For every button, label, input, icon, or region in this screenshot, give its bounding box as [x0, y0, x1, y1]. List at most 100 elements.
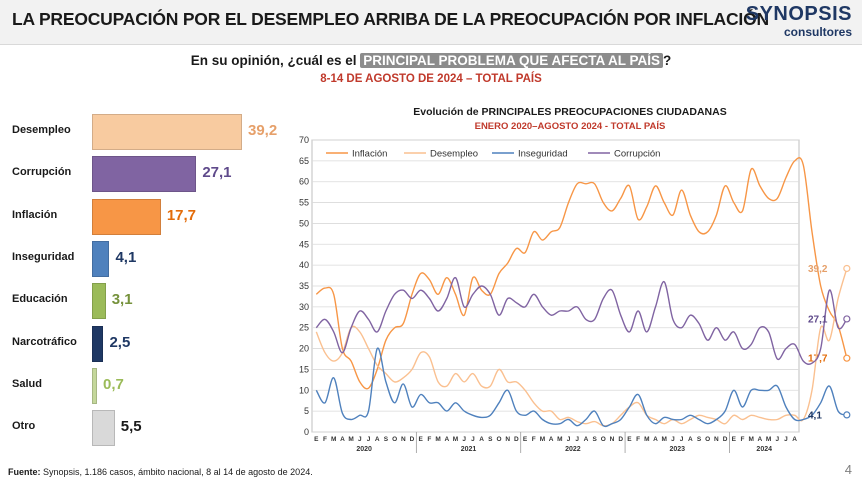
y-tick-label: 5: [304, 406, 309, 416]
bar-category-label: Corrupción: [12, 166, 72, 179]
x-month-label: D: [618, 436, 623, 443]
bar-row: Corrupción 27,1: [12, 154, 294, 193]
y-tick-label: 55: [299, 198, 309, 208]
series-line: [315, 347, 848, 428]
bar-row: Narcotráfico 2,5: [12, 324, 294, 362]
x-month-label: A: [792, 436, 797, 443]
x-year-label: 2023: [669, 446, 685, 453]
series-end-marker: [843, 354, 851, 362]
x-month-label: E: [732, 436, 737, 443]
bar-category-label: Educación: [12, 293, 68, 306]
y-tick-label: 50: [299, 218, 309, 228]
x-month-label: M: [331, 436, 336, 443]
bar-value-label: 17,7: [166, 206, 197, 224]
question-suffix: ?: [663, 53, 672, 68]
x-year-label: 2021: [461, 446, 477, 453]
x-month-label: M: [453, 436, 458, 443]
x-month-label: J: [575, 436, 579, 443]
x-month-label: E: [523, 436, 528, 443]
x-month-label: A: [479, 436, 484, 443]
source-text: Synopsis, 1.186 casos, ámbito nacional, …: [43, 467, 313, 477]
series-end-label: 39,2: [808, 264, 828, 275]
bar: [92, 156, 197, 193]
x-month-label: A: [549, 436, 554, 443]
x-month-label: J: [671, 436, 675, 443]
x-month-label: F: [636, 436, 640, 443]
x-month-label: M: [540, 436, 545, 443]
synopsis-logo: SYNOPSIS consultores: [746, 3, 852, 41]
bar: [92, 410, 115, 447]
bar-row: Educación 3,1: [12, 281, 294, 320]
x-month-label: O: [392, 436, 397, 443]
series-end-marker: [843, 315, 851, 323]
logo-wordmark: SYNOPSIS: [745, 3, 852, 25]
survey-question: En su opinión, ¿cuál es el PRINCIPAL PRO…: [0, 53, 862, 68]
y-tick-label: 15: [299, 364, 309, 374]
x-month-label: A: [758, 436, 763, 443]
x-month-label: N: [505, 436, 510, 443]
x-month-label: D: [723, 436, 728, 443]
bar-value-label: 5,5: [120, 418, 142, 436]
x-month-label: N: [714, 436, 719, 443]
y-tick-label: 70: [299, 135, 309, 145]
y-tick-label: 0: [304, 427, 309, 437]
x-month-label: E: [314, 436, 319, 443]
bar: [92, 283, 106, 320]
x-month-label: M: [557, 436, 562, 443]
x-month-label: D: [410, 436, 415, 443]
bar: [92, 367, 97, 404]
x-month-label: J: [367, 436, 371, 443]
legend-label: Inseguridad: [518, 149, 568, 160]
source-footer: Fuente: Synopsis, 1.186 casos, ámbito na…: [8, 467, 313, 477]
x-month-label: M: [348, 436, 353, 443]
x-month-label: O: [496, 436, 501, 443]
y-tick-label: 65: [299, 156, 309, 166]
x-year-label: 2020: [356, 446, 372, 453]
bar: [92, 198, 161, 235]
series-line: [315, 157, 848, 390]
y-tick-label: 60: [299, 177, 309, 187]
x-month-label: N: [610, 436, 615, 443]
bar-value-label: 4,1: [115, 248, 137, 266]
x-month-label: J: [775, 436, 779, 443]
y-tick-label: 35: [299, 281, 309, 291]
bar: [92, 114, 242, 150]
x-month-label: A: [688, 436, 693, 443]
chart-subtitle: ENERO 2020–AGOSTO 2024 - TOTAL PAÍS: [475, 121, 666, 132]
bar-category-label: Inseguridad: [12, 250, 75, 263]
x-month-label: J: [567, 436, 571, 443]
x-year-label: 2024: [756, 446, 772, 453]
x-month-label: S: [697, 436, 702, 443]
page-number: 4: [844, 462, 852, 477]
x-month-label: A: [444, 436, 449, 443]
x-month-label: F: [740, 436, 744, 443]
x-month-label: J: [680, 436, 684, 443]
x-month-label: S: [384, 436, 389, 443]
legend-label: Desempleo: [430, 149, 478, 160]
bar-value-label: 2,5: [109, 333, 131, 351]
problem-bar-chart: Desempleo 39,2 Corrupción 27,1 Inflación 17,7…: [12, 112, 294, 452]
chart-title: Evolución de PRINCIPALES PREOCUPACIONES …: [413, 106, 726, 118]
x-month-label: O: [705, 436, 710, 443]
source-label: Fuente:: [8, 467, 41, 477]
bar: [92, 325, 104, 362]
x-month-label: O: [601, 436, 606, 443]
question-prefix: En su opinión, ¿cuál es el: [190, 53, 361, 68]
page-title: LA PREOCUPACIÓN POR EL DESEMPLEO ARRIBA …: [12, 9, 769, 29]
bar-value-label: 39,2: [248, 122, 278, 139]
bar-row: Salud 0,7: [12, 366, 294, 404]
x-month-label: S: [488, 436, 493, 443]
x-year-label: 2022: [565, 446, 581, 453]
bar-row: Desempleo 39,2: [12, 112, 294, 150]
x-month-label: F: [427, 436, 431, 443]
x-month-label: A: [584, 436, 589, 443]
bar-value-label: 27,1: [202, 164, 232, 182]
logo-tagline: consultores: [783, 25, 852, 39]
bar-category-label: Desempleo: [12, 124, 71, 136]
y-tick-label: 30: [299, 302, 309, 312]
y-tick-label: 20: [299, 344, 309, 354]
bar-row: Inflación 17,7: [12, 197, 294, 235]
bar-value-label: 0,7: [103, 375, 124, 393]
x-month-label: M: [661, 436, 666, 443]
x-month-label: J: [462, 436, 466, 443]
